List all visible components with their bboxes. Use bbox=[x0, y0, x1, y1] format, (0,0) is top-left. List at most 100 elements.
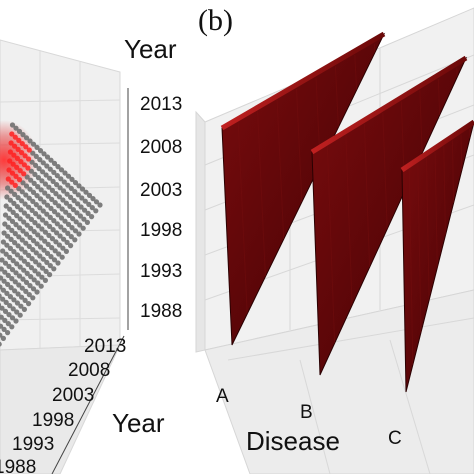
scatter-point bbox=[60, 245, 66, 251]
scatter-point bbox=[22, 201, 28, 207]
surface-texture-line bbox=[276, 99, 285, 240]
scatter-point bbox=[65, 230, 71, 236]
scatter-point bbox=[34, 193, 40, 199]
scatter-point bbox=[33, 202, 39, 208]
scatter-point bbox=[77, 222, 83, 228]
surface-texture-line bbox=[373, 43, 376, 53]
scatter-point bbox=[18, 255, 24, 261]
scatter-point bbox=[40, 169, 46, 175]
scatter-point bbox=[71, 198, 77, 204]
panel-a-z-tick: 2003 bbox=[140, 180, 182, 201]
scatter-point bbox=[8, 140, 14, 146]
scatter-point bbox=[44, 163, 50, 169]
scatter-point bbox=[6, 215, 12, 221]
scatter-point bbox=[14, 300, 20, 306]
scatter-point bbox=[49, 245, 55, 251]
scatter-point bbox=[66, 212, 72, 218]
scatter-point bbox=[0, 266, 4, 272]
scatter-point bbox=[36, 214, 42, 220]
panel-a-x-axis: 2013 2008 2003 1998 1993 1988 Year bbox=[0, 335, 165, 474]
scatter-point bbox=[21, 267, 27, 273]
scatter-point bbox=[51, 218, 57, 224]
scatter-point bbox=[38, 283, 44, 289]
scatter-point bbox=[10, 258, 16, 264]
scatter-point bbox=[63, 209, 69, 215]
scatter-point bbox=[75, 192, 81, 198]
scatter-point bbox=[12, 143, 18, 149]
scatter-point bbox=[55, 212, 61, 218]
scatter-point bbox=[76, 183, 82, 189]
scatter-point bbox=[22, 153, 28, 159]
scatter-point bbox=[35, 280, 41, 286]
surface-texture-line bbox=[363, 123, 371, 268]
scatter-point bbox=[30, 189, 37, 195]
scatter-point bbox=[14, 213, 20, 219]
panel-b-surfaces bbox=[220, 31, 474, 393]
scatter-point bbox=[93, 199, 100, 205]
scatter-point bbox=[30, 150, 36, 156]
scatter-point bbox=[5, 185, 11, 191]
scatter-point bbox=[16, 234, 22, 240]
panel-b-label: (b) bbox=[198, 4, 233, 37]
scatter-point bbox=[46, 232, 52, 238]
surface-texture-line bbox=[382, 112, 388, 230]
scatter-point bbox=[72, 228, 79, 234]
scatter-point bbox=[11, 297, 17, 303]
scatter-point bbox=[35, 271, 42, 277]
scatter-point bbox=[68, 234, 74, 240]
scatter-point bbox=[2, 212, 9, 218]
scatter-point bbox=[36, 262, 42, 268]
scatter-point bbox=[67, 203, 73, 209]
scatter-point bbox=[20, 180, 26, 186]
scatter-point bbox=[2, 317, 8, 323]
scatter-point bbox=[54, 230, 60, 236]
scatter-point bbox=[63, 248, 69, 254]
scatter-point bbox=[14, 309, 20, 315]
scatter-point bbox=[11, 200, 17, 206]
scatter-point bbox=[4, 242, 10, 248]
scatter-point bbox=[21, 258, 27, 264]
scatter-point bbox=[40, 208, 46, 214]
panel-b-x-tick: C bbox=[388, 428, 402, 449]
scatter-point bbox=[75, 201, 81, 207]
scatter-point bbox=[0, 302, 2, 308]
scatter-point bbox=[11, 152, 17, 158]
scatter-point bbox=[40, 256, 46, 262]
scatter-point bbox=[51, 209, 58, 215]
scatter-point bbox=[0, 284, 3, 290]
scatter-point bbox=[16, 282, 22, 288]
scatter-point bbox=[43, 268, 49, 274]
scatter-point bbox=[53, 239, 59, 245]
scatter-point bbox=[35, 175, 42, 181]
scatter-point bbox=[89, 214, 95, 220]
scatter-point bbox=[45, 193, 51, 199]
scatter-point bbox=[10, 209, 16, 215]
scatter-point bbox=[81, 216, 87, 222]
panel-b: (b) A B C Disease bbox=[195, 4, 474, 474]
scatter-point bbox=[31, 180, 37, 186]
scatter-point bbox=[3, 299, 9, 305]
scatter-point bbox=[82, 207, 88, 213]
panel-a-x-tick: 2013 bbox=[84, 336, 126, 357]
scatter-point bbox=[27, 186, 33, 192]
scatter-point bbox=[0, 293, 2, 299]
panel-a-z-tick: 2008 bbox=[140, 137, 182, 158]
scatter-point bbox=[42, 238, 48, 244]
scatter-point bbox=[33, 259, 39, 265]
scatter-point bbox=[1, 230, 7, 236]
scatter-point bbox=[43, 172, 49, 178]
scatter-point bbox=[39, 274, 45, 280]
scatter-point bbox=[11, 249, 17, 255]
scatter-point bbox=[30, 247, 36, 253]
scatter-point bbox=[69, 176, 75, 182]
scatter-point bbox=[8, 285, 14, 291]
surface-texture-line bbox=[334, 66, 339, 128]
scatter-point bbox=[55, 164, 61, 170]
scatter-point bbox=[9, 324, 15, 330]
surface-A bbox=[220, 31, 386, 346]
panel-a-z-tick: 2013 bbox=[140, 94, 182, 115]
scatter-point bbox=[73, 219, 79, 225]
scatter-point bbox=[49, 236, 56, 242]
surface-top-edge bbox=[310, 55, 468, 155]
scatter-point bbox=[70, 216, 76, 222]
